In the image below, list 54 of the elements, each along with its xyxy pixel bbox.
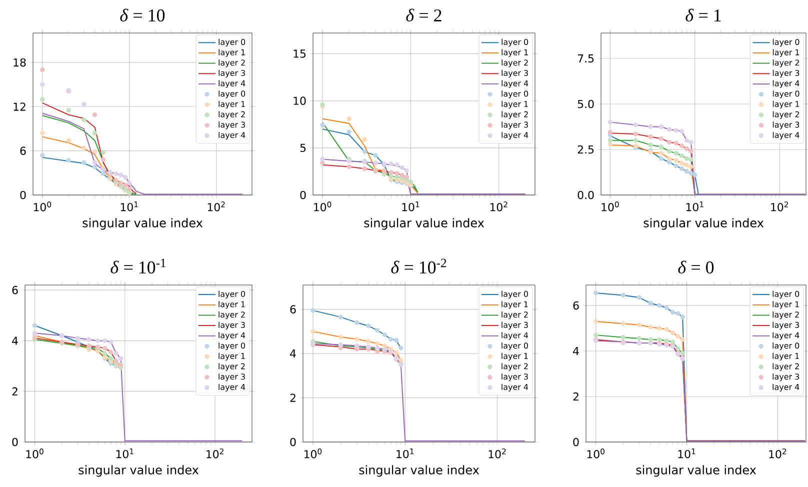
x-tick-label: 10$^{1}$ xyxy=(116,448,134,458)
chart-title: δ = 1 xyxy=(686,8,721,22)
y-tick-label: 2 xyxy=(573,392,578,401)
y-tick-label: 0 xyxy=(573,438,579,446)
chart-title: δ = 2 xyxy=(406,8,442,22)
y-tick-label: 6 xyxy=(573,301,579,310)
x-tick-label: 10$^{1}$ xyxy=(402,202,420,212)
x-tick-label: 10$^{1}$ xyxy=(120,202,138,212)
y-tick-label: 0 xyxy=(290,438,296,446)
x-axis-title: singular value index xyxy=(364,218,484,230)
x-tick-label: 10$^{0}$ xyxy=(26,448,44,458)
x-axis-title: singular value index xyxy=(82,218,203,230)
y-tick-label: 7.5 xyxy=(578,54,594,63)
y-tick-label: 2 xyxy=(290,394,296,402)
x-tick-label: 10$^{0}$ xyxy=(602,202,619,212)
y-tick-label: 0 xyxy=(12,438,18,446)
y-tick-label: 10 xyxy=(294,96,306,105)
x-tick-label: 10$^{0}$ xyxy=(34,202,52,212)
x-axis-title: singular value index xyxy=(644,218,764,230)
x-tick-label: 10$^{0}$ xyxy=(314,202,332,212)
chart-title: δ = 0 xyxy=(678,260,714,274)
chart-title: δ = 10 xyxy=(120,8,165,22)
y-tick-label: 12 xyxy=(14,102,26,111)
x-tick-label: 10$^{0}$ xyxy=(304,448,322,458)
x-axis-title: singular value index xyxy=(78,465,199,477)
y-tick-label: 15 xyxy=(294,50,306,58)
chart-title: δ = 10$^{-2}$ xyxy=(391,258,446,274)
x-tick-label: 10$^{2}$ xyxy=(769,448,786,458)
x-tick-label: 10$^{1}$ xyxy=(396,448,414,458)
x-tick-label: 10$^{2}$ xyxy=(206,448,224,458)
y-tick-label: 4 xyxy=(290,350,296,358)
y-tick-label: 18 xyxy=(14,58,26,67)
y-tick-label: 6 xyxy=(12,286,18,294)
x-tick-label: 10$^{0}$ xyxy=(587,448,604,458)
y-tick-label: 4 xyxy=(573,347,579,355)
x-tick-label: 10$^{2}$ xyxy=(771,202,788,212)
y-tick-label: 6 xyxy=(20,146,26,155)
y-tick-label: 6 xyxy=(290,305,296,314)
x-axis-title: singular value index xyxy=(636,465,756,477)
y-tick-label: 5.0 xyxy=(578,100,594,108)
x-tick-label: 10$^{1}$ xyxy=(686,202,704,212)
y-tick-label: 0 xyxy=(300,190,306,200)
y-tick-label: 0.0 xyxy=(578,190,594,200)
x-tick-label: 10$^{1}$ xyxy=(678,448,696,458)
x-tick-label: 10$^{2}$ xyxy=(488,448,506,458)
chart-title: δ = 10$^{-1}$ xyxy=(110,258,166,274)
x-axis-title: singular value index xyxy=(359,465,480,477)
y-tick-label: 2 xyxy=(12,387,18,396)
y-tick-label: 0 xyxy=(20,190,26,200)
y-tick-label: 5 xyxy=(300,144,306,152)
x-tick-label: 10$^{2}$ xyxy=(208,202,225,212)
y-tick-label: 4 xyxy=(12,336,18,345)
x-tick-label: 10$^{2}$ xyxy=(490,202,508,212)
y-tick-label: 2.5 xyxy=(578,145,594,154)
